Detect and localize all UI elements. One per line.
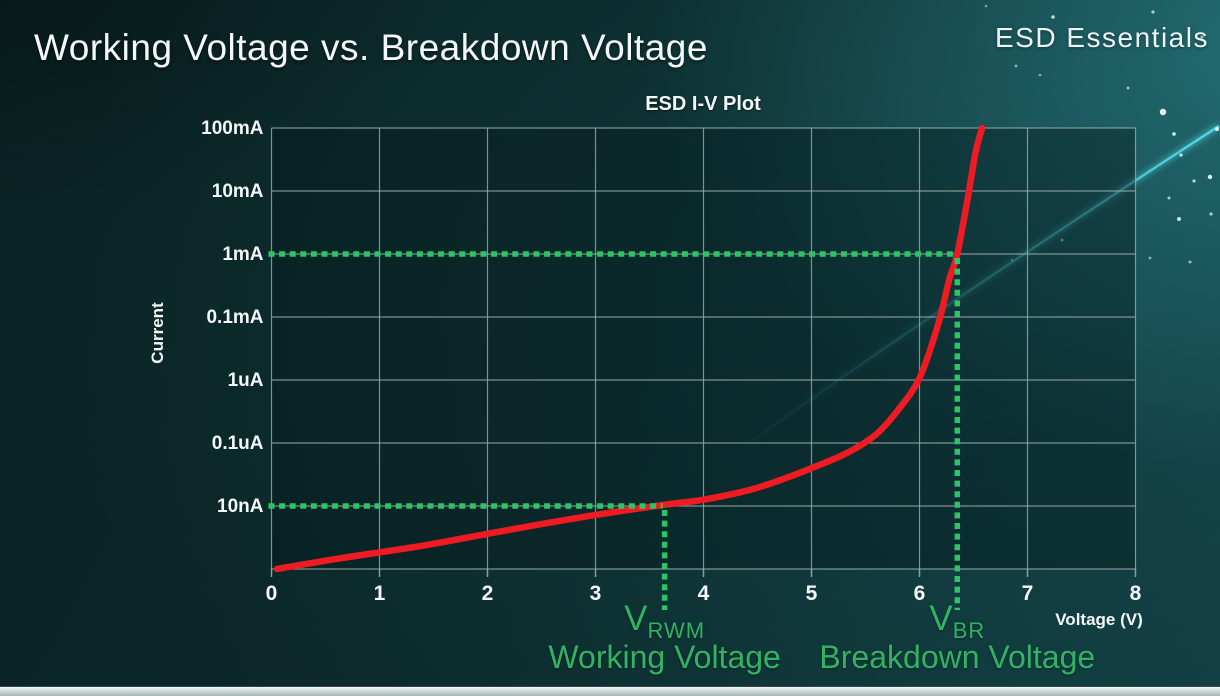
x-tick-label: 0: [266, 582, 278, 605]
star-dot: [1179, 153, 1183, 157]
star-dot: [1215, 127, 1219, 131]
star-dot: [1209, 212, 1213, 216]
star-dot: [1188, 260, 1192, 264]
star-dot: [1200, 35, 1204, 39]
slide-title: Working Voltage vs. Breakdown Voltage: [34, 27, 708, 68]
x-tick-label: 2: [482, 582, 494, 605]
x-tick-label: 1: [374, 582, 386, 605]
y-tick-label: 1uA: [228, 370, 264, 391]
star-dot: [1094, 38, 1098, 42]
annotation-vbr-symbol: VBR: [929, 601, 985, 642]
annotation-vbr-subscript: BR: [952, 618, 986, 643]
star-dot: [1010, 258, 1014, 262]
watermark-esd-essentials: ESD Essentials: [995, 22, 1209, 53]
star-dot: [1172, 132, 1176, 136]
y-axis-title: Current: [148, 302, 167, 364]
star-dot: [1192, 179, 1196, 183]
x-axis-title: Voltage (V): [1055, 610, 1143, 629]
star-dot: [1126, 86, 1130, 90]
star-dot: [1177, 217, 1181, 221]
star-dot: [1148, 256, 1152, 260]
x-tick-label: 6: [914, 582, 926, 605]
star-dot: [1151, 10, 1155, 14]
y-tick-label: 0.1uA: [212, 433, 264, 454]
star-dot: [1167, 196, 1171, 200]
y-tick-label: 0.1mA: [206, 307, 263, 328]
annotation-vrwm-symbol: VRWM: [624, 601, 705, 642]
star-dot: [1159, 108, 1167, 116]
star-dot: [1060, 238, 1064, 242]
x-tick-label: 4: [698, 582, 710, 605]
iv-curve: [273, 124, 986, 573]
y-tick-label: 1mA: [222, 244, 263, 265]
x-tick-label: 5: [806, 582, 818, 605]
x-tick-label: 3: [590, 582, 602, 605]
annotation-vrwm-symbol-letter: V: [624, 599, 648, 638]
annotation-vbr-symbol-letter: V: [929, 599, 953, 638]
bottom-edge-bar: [0, 686, 1220, 696]
y-tick-label: 10mA: [212, 181, 264, 202]
cyan-streak: [727, 124, 1220, 459]
star-dot: [984, 4, 988, 8]
x-tick-label: 7: [1022, 582, 1034, 605]
annotation-vrwm-caption: Working Voltage: [548, 639, 781, 675]
y-tick-label: 100mA: [201, 118, 264, 139]
x-tick-label: 8: [1130, 582, 1142, 605]
star-dot: [1207, 174, 1213, 180]
star-dot: [1038, 73, 1042, 77]
star-dot: [1014, 64, 1018, 68]
y-tick-label: 10nA: [217, 496, 264, 517]
star-dot: [1051, 15, 1055, 19]
annotation-vrwm-subscript: RWM: [647, 618, 706, 643]
chart-title: ESD I-V Plot: [645, 93, 761, 115]
annotation-vbr-caption: Breakdown Voltage: [819, 639, 1096, 675]
